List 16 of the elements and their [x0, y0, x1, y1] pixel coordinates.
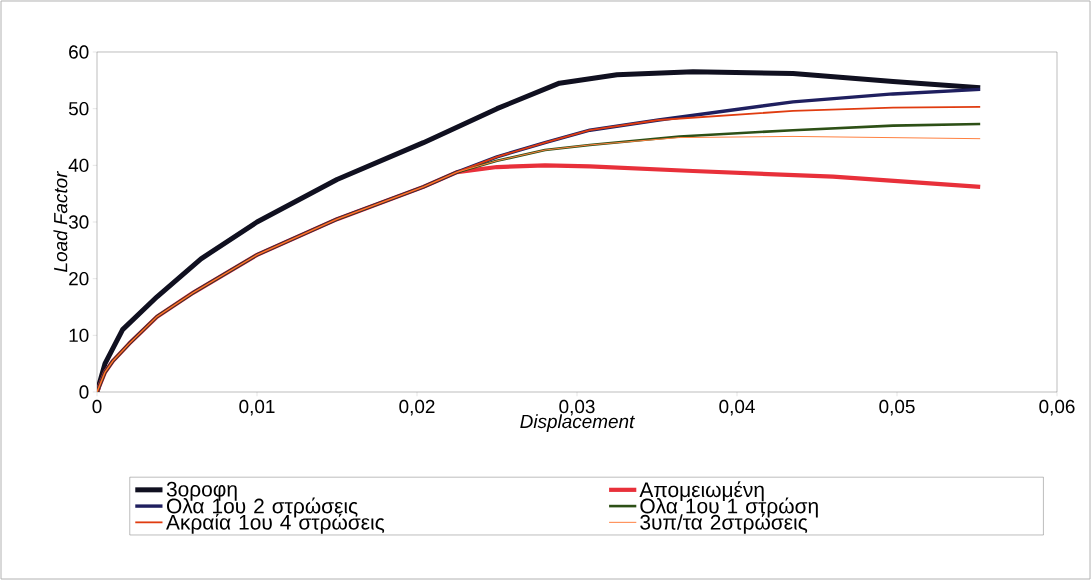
x-tick-label: 0,01	[239, 399, 275, 416]
y-axis-title: Load Factor	[53, 170, 68, 272]
y-tick-label: 50	[68, 101, 89, 116]
x-tick-label: 0,03	[559, 399, 595, 416]
y-tick-label: 60	[69, 45, 89, 59]
y-tick-label: 30	[68, 215, 89, 229]
x-tick-label: 0,05	[879, 399, 915, 416]
y-tick-label: 0	[79, 385, 89, 399]
x-axis-title: Displacement	[520, 414, 635, 432]
x-tick-label: 0,04	[719, 399, 755, 416]
x-tick-label: 0,06	[1039, 399, 1075, 416]
x-tick-label: 0	[92, 399, 102, 414]
y-tick-label: 20	[69, 271, 89, 286]
y-tick-label: 40	[68, 158, 89, 173]
x-tick-label: 0,02	[399, 399, 435, 416]
y-tick-label: 10	[69, 328, 89, 343]
